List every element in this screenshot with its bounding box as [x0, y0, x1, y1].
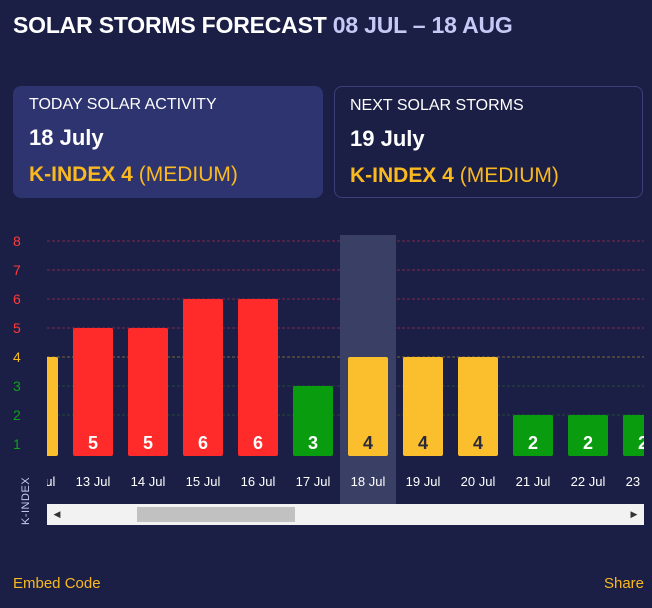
bar-19-jul[interactable]: [403, 357, 443, 456]
chart-scrollbar[interactable]: ◀ ▶: [47, 504, 644, 525]
bar-14-jul[interactable]: [128, 328, 168, 456]
y-tick-8: 8: [13, 233, 21, 249]
bar-23-jul[interactable]: [623, 415, 652, 456]
bar-13-jul[interactable]: [73, 328, 113, 456]
chart-plot-area: 4 12 Jul 5 13 Jul 5 14 Jul 6 15 Jul 6 16 Jul 3 17 J…: [18, 235, 652, 505]
next-card-date: 19 July: [350, 126, 425, 151]
bar-12-jul[interactable]: [18, 357, 58, 456]
x-tick-label: 21 Jul: [516, 474, 551, 489]
scroll-right-arrow-icon[interactable]: ▶: [630, 509, 638, 519]
x-tick-label: 23 Jul: [626, 474, 652, 489]
today-kindex-value: K-INDEX 4: [29, 163, 133, 186]
today-card-label: TODAY SOLAR ACTIVITY: [29, 96, 217, 113]
next-card-label: NEXT SOLAR STORMS: [350, 97, 524, 114]
x-tick-label: 17 Jul: [296, 474, 331, 489]
title-text: SOLAR STORMS FORECAST: [13, 12, 327, 38]
bar-15-jul[interactable]: [183, 299, 223, 456]
scroll-thumb[interactable]: [137, 507, 295, 522]
bar-17-jul[interactable]: [293, 386, 333, 456]
y-tick-4: 4: [13, 349, 21, 365]
today-card-date: 18 July: [29, 125, 104, 150]
bar-20-jul[interactable]: [458, 357, 498, 456]
bar-22-jul[interactable]: [568, 415, 608, 456]
y-tick-6: 6: [13, 291, 21, 307]
y-tick-3: 3: [13, 378, 21, 394]
today-kindex-level: (MEDIUM): [138, 163, 238, 186]
x-tick-label: 22 Jul: [571, 474, 606, 489]
x-tick-label: 13 Jul: [76, 474, 111, 489]
next-storms-card: NEXT SOLAR STORMS 19 July K-INDEX 4 (MED…: [334, 86, 643, 198]
x-tick-label: 15 Jul: [186, 474, 221, 489]
y-axis-label: K-INDEX: [20, 476, 32, 525]
y-tick-2: 2: [13, 407, 21, 423]
bar-16-jul[interactable]: [238, 299, 278, 456]
next-kindex-value: K-INDEX 4: [350, 164, 454, 187]
bar-value-label: 4: [418, 433, 428, 453]
date-range: 08 JUL – 18 AUG: [332, 12, 513, 38]
x-tick-label: 14 Jul: [131, 474, 166, 489]
y-tick-7: 7: [13, 262, 21, 278]
y-tick-1: 1: [13, 436, 21, 452]
chart-y-axis: 123456789: [13, 233, 21, 452]
next-kindex-level: (MEDIUM): [459, 164, 559, 187]
x-tick-label: 16 Jul: [241, 474, 276, 489]
x-tick-label: 12 Jul: [21, 474, 56, 489]
x-tick-label: 20 Jul: [461, 474, 496, 489]
page-title: SOLAR STORMS FORECAST 08 JUL – 18 AUG: [13, 12, 513, 39]
share-link[interactable]: Share: [603, 575, 644, 592]
y-tick-5: 5: [13, 320, 21, 336]
x-tick-label: 18 Jul: [351, 474, 386, 489]
bar-value-label: 2: [528, 433, 538, 453]
today-card-kindex: K-INDEX 4 (MEDIUM): [29, 163, 238, 187]
bar-value-label: 4: [33, 433, 43, 453]
bar-value-label: 5: [143, 433, 153, 453]
bar-value-label: 6: [253, 433, 263, 453]
next-card-kindex: K-INDEX 4 (MEDIUM): [350, 164, 559, 188]
bar-value-label: 6: [198, 433, 208, 453]
x-tick-label: 19 Jul: [406, 474, 441, 489]
bar-18-jul[interactable]: [348, 357, 388, 456]
bar-value-label: 2: [583, 433, 593, 453]
scroll-left-arrow-icon[interactable]: ◀: [53, 509, 61, 519]
bar-value-label: 2: [638, 433, 648, 453]
today-activity-card: TODAY SOLAR ACTIVITY 18 July K-INDEX 4 (…: [13, 86, 323, 198]
bar-21-jul[interactable]: [513, 415, 553, 456]
bar-value-label: 5: [88, 433, 98, 453]
bar-value-label: 3: [308, 433, 318, 453]
bar-value-label: 4: [363, 433, 373, 453]
bar-value-label: 4: [473, 433, 483, 453]
embed-code-link[interactable]: Embed Code: [13, 575, 101, 592]
